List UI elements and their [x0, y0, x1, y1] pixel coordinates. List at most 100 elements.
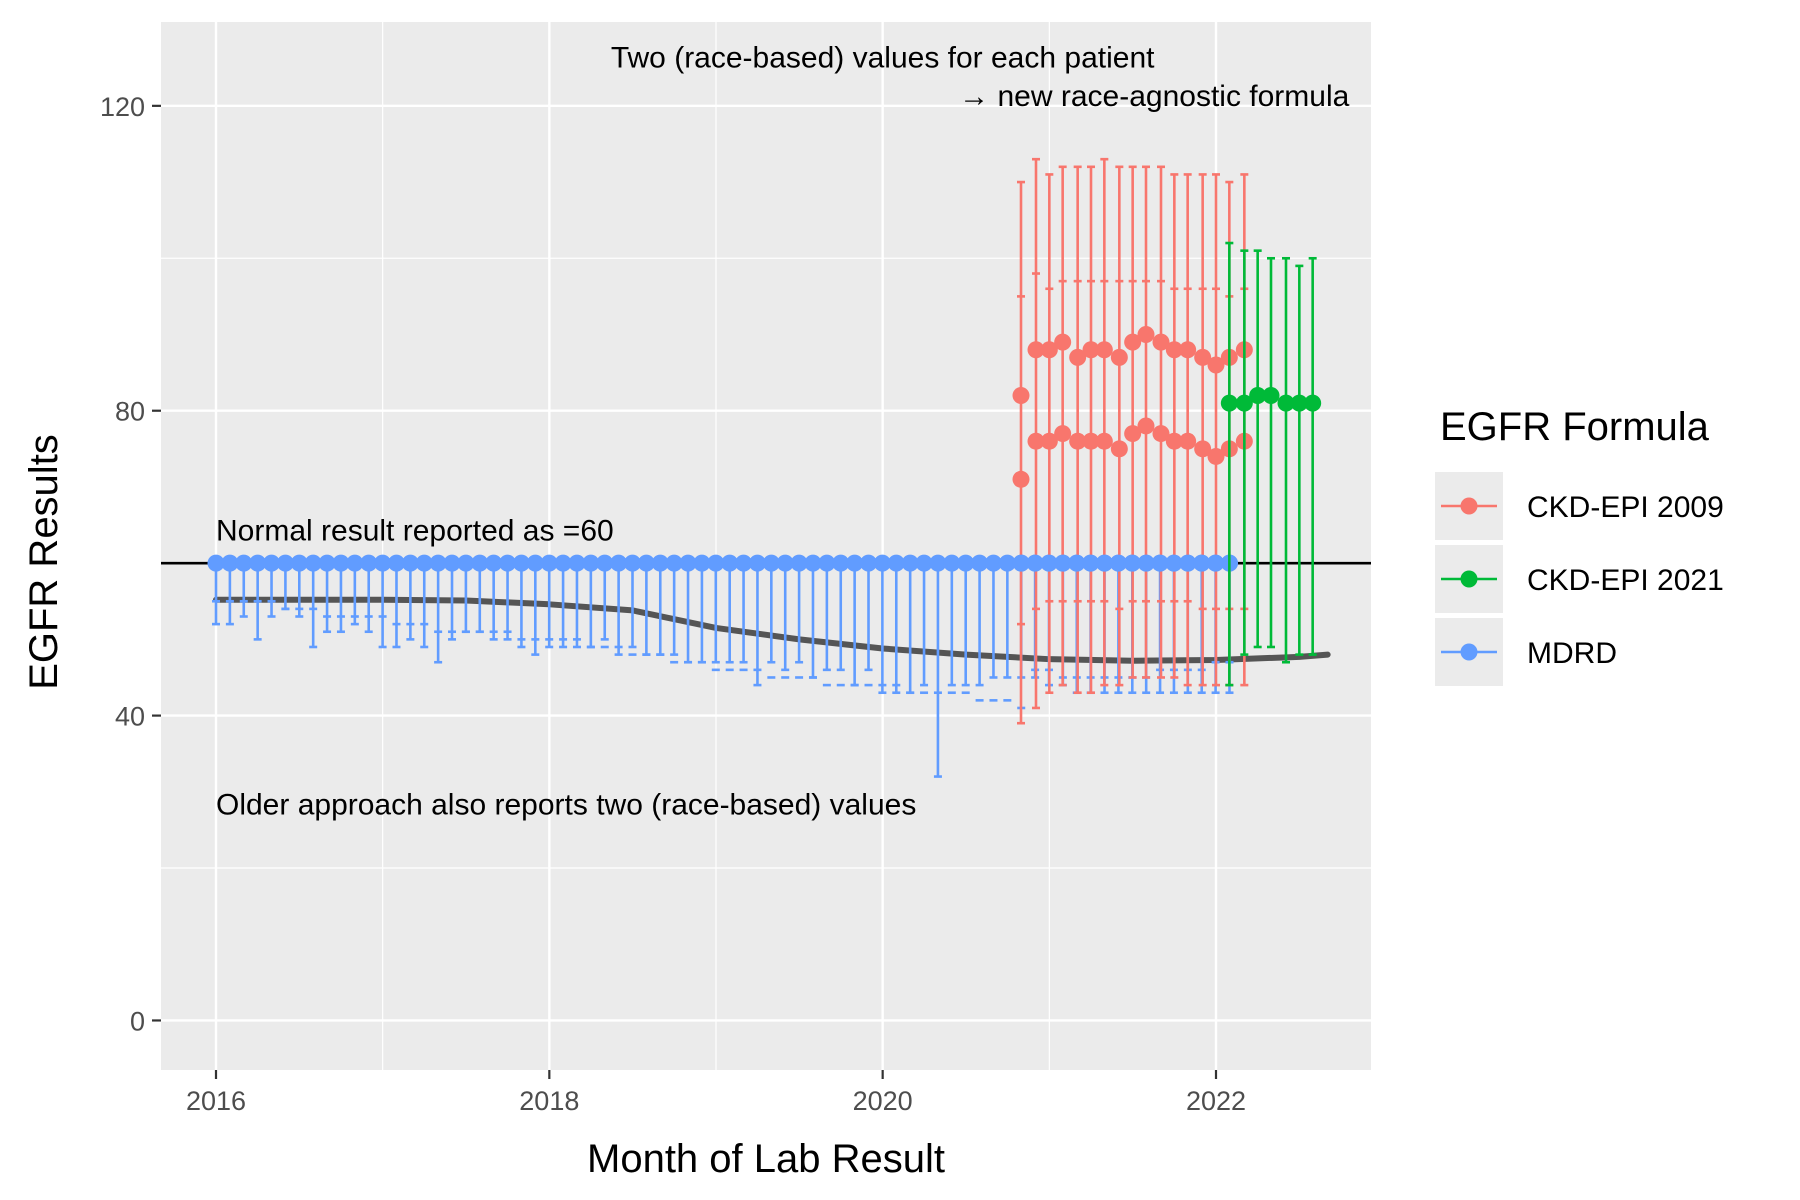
legend: EGFR Formula CKD-EPI 2009 CKD-EPI 2021 MDR…: [1435, 405, 1724, 686]
mdrd-point: [290, 554, 308, 572]
mdrd-point: [651, 554, 669, 572]
mdrd-point: [554, 554, 572, 572]
mdrd-point: [499, 554, 517, 572]
x-axis-title: Month of Lab Result: [587, 1137, 945, 1181]
legend-label: MDRD: [1527, 637, 1617, 670]
ckd2009-point-high: [1040, 341, 1058, 359]
ckd2009-point-low: [1110, 440, 1128, 458]
mdrd-point: [1137, 554, 1155, 572]
ckd2021-point: [1304, 394, 1322, 412]
mdrd-point: [1193, 554, 1211, 572]
ckd2021-point: [1249, 386, 1267, 404]
mdrd-point: [1165, 554, 1183, 572]
ckd2009-point-low: [1095, 432, 1113, 450]
ckd2009-point-high: [1027, 341, 1045, 359]
mdrd-point: [860, 554, 878, 572]
mdrd-point: [526, 554, 544, 572]
mdrd-point: [318, 554, 336, 572]
mdrd-point: [1179, 554, 1197, 572]
mdrd-point: [665, 554, 683, 572]
axes: 2016 2018 2020 2022 0 40 80 120: [100, 92, 1246, 1116]
mdrd-point: [360, 554, 378, 572]
mdrd-point: [1012, 554, 1030, 572]
legend-label: CKD-EPI 2009: [1527, 491, 1724, 524]
mdrd-point: [221, 554, 239, 572]
mdrd-point: [374, 554, 392, 572]
mdrd-point: [1207, 554, 1225, 572]
mdrd-point: [346, 554, 364, 572]
ckd2009-point-low: [1069, 432, 1087, 450]
x-tick-label: 2022: [1186, 1086, 1246, 1116]
mdrd-point: [512, 554, 530, 572]
ckd2009-point-low: [1027, 432, 1045, 450]
ckd2009-point-high: [1165, 341, 1183, 359]
mdrd-point: [429, 554, 447, 572]
mdrd-point: [998, 554, 1016, 572]
ckd2009-point-low: [1194, 440, 1212, 458]
mdrd-point: [943, 554, 961, 572]
annotation-text: Older approach also reports two (race-ba…: [216, 789, 916, 822]
mdrd-point: [471, 554, 489, 572]
mdrd-point: [415, 554, 433, 572]
mdrd-point: [1068, 554, 1086, 572]
y-tick-label: 0: [130, 1006, 145, 1036]
mdrd-point: [485, 554, 503, 572]
ckd2009-point-high: [1152, 333, 1170, 351]
mdrd-point: [596, 554, 614, 572]
ckd2021-point: [1277, 394, 1295, 412]
ckd2009-point-low: [1012, 470, 1030, 488]
series-ckd-epi-2021: [1220, 241, 1322, 687]
mdrd-point: [610, 554, 628, 572]
mdrd-point: [790, 554, 808, 572]
ckd2009-point-high: [1095, 341, 1113, 359]
mdrd-point: [1026, 554, 1044, 572]
mdrd-point: [818, 554, 836, 572]
ckd2009-point-low: [1082, 432, 1100, 450]
mdrd-point: [1040, 554, 1058, 572]
y-tick-label: 120: [100, 92, 145, 122]
mdrd-point: [249, 554, 267, 572]
ckd2009-point-low: [1207, 447, 1225, 465]
mdrd-point: [457, 554, 475, 572]
ckd2009-point-high: [1179, 341, 1197, 359]
mdrd-point: [1096, 554, 1114, 572]
mdrd-point: [693, 554, 711, 572]
series-ckd-epi-2009: [1012, 157, 1253, 725]
mdrd-point: [971, 554, 989, 572]
mdrd-point: [637, 554, 655, 572]
mdrd-point: [304, 554, 322, 572]
mdrd-point: [957, 554, 975, 572]
ckd2009-point-high: [1082, 341, 1100, 359]
x-tick-label: 2018: [519, 1086, 579, 1116]
mdrd-point: [748, 554, 766, 572]
mdrd-point: [624, 554, 641, 572]
mdrd-point: [568, 554, 586, 572]
mdrd-point: [984, 554, 1002, 572]
mdrd-point: [1151, 554, 1169, 572]
mdrd-point: [1123, 554, 1141, 572]
mdrd-point: [707, 554, 725, 572]
x-tick-label: 2016: [186, 1086, 246, 1116]
y-axis-title: EGFR Results: [22, 434, 66, 690]
annotation-text: Two (race-based) values for each patient: [611, 42, 1155, 75]
annotation-text: → new race-agnostic formula: [959, 80, 1349, 113]
ckd2009-point-high: [1194, 348, 1212, 366]
legend-key-point: [1460, 497, 1478, 515]
ckd2009-point-low: [1137, 417, 1155, 435]
mdrd-point: [1054, 554, 1072, 572]
ckd2021-point: [1220, 394, 1238, 412]
ckd2021-point: [1290, 394, 1308, 412]
mdrd-point: [846, 554, 864, 572]
y-tick-label: 40: [115, 702, 145, 732]
legend-label: CKD-EPI 2021: [1527, 564, 1724, 597]
ckd2009-point-high: [1054, 333, 1072, 351]
mdrd-point: [873, 554, 891, 572]
mdrd-point: [387, 554, 405, 572]
annotations: Two (race-based) values for each patient…: [216, 42, 1350, 822]
mdrd-point: [887, 554, 905, 572]
ckd2009-point-high: [1207, 356, 1225, 374]
mdrd-point: [207, 554, 225, 572]
ckd2009-point-low: [1040, 432, 1058, 450]
mdrd-point: [1109, 554, 1127, 572]
